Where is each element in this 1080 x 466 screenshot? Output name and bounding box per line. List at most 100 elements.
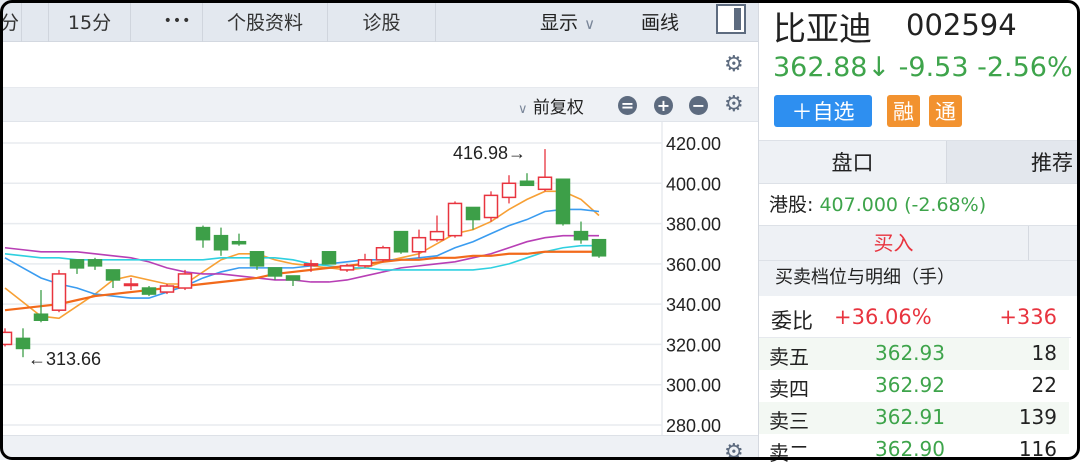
- candle-body: [339, 265, 355, 271]
- candle-body: [321, 251, 337, 265]
- quote-tabs: 盘口 推荐: [759, 140, 1080, 184]
- level-price: 362.90: [875, 437, 945, 461]
- y-tick-label: 300.00: [666, 376, 721, 396]
- chevron-down-icon: ∨: [584, 15, 596, 33]
- candle-body: [231, 240, 247, 245]
- stock-name: 比亚迪: [773, 9, 872, 48]
- orderbook-row[interactable]: 卖五 362.93 18: [759, 338, 1069, 370]
- candle-body: [87, 259, 103, 267]
- tab-orderbook[interactable]: 盘口: [759, 141, 947, 183]
- candle-body: [501, 182, 517, 199]
- panel-toggle-button[interactable]: [716, 4, 746, 34]
- level-volume: 18: [1031, 341, 1057, 365]
- candle-body: [447, 202, 463, 237]
- y-tick-label: 280.00: [666, 416, 721, 435]
- candlestick-chart[interactable]: 420.00 400.00 380.00 360.00 340.00 320.00 300.…: [0, 122, 758, 436]
- candle-body: [429, 230, 445, 241]
- chart-panel: 分 15分 ••• 个股资料 诊股 显示 ∨ 画线 ⚙ ∨ 前复权 = + − …: [0, 0, 758, 464]
- trade-row: 买入: [759, 225, 1080, 260]
- candle-body: [555, 178, 571, 225]
- low-annotation: ←313.66: [28, 349, 101, 369]
- display-dropdown[interactable]: 显示 ∨: [540, 8, 595, 35]
- hk-quote: 港股: 407.000 (-2.68%): [769, 190, 986, 217]
- zoom-in-icon[interactable]: +: [654, 96, 673, 115]
- tab-stock-profile[interactable]: 个股资料: [203, 0, 328, 42]
- y-tick-label: 340.00: [666, 295, 721, 315]
- y-tick-label: 320.00: [666, 335, 721, 355]
- candle-body: [15, 337, 31, 350]
- moving-average-line: [4, 250, 599, 312]
- zoom-out-icon[interactable]: −: [689, 96, 708, 115]
- gear-icon[interactable]: ⚙: [724, 92, 744, 117]
- orderbook-row[interactable]: 卖四 362.92 22: [759, 370, 1069, 402]
- chart-svg: 420.00 400.00 380.00 360.00 340.00 320.00 300.…: [0, 122, 721, 436]
- orderbook-row[interactable]: 卖二 362.90 116: [759, 434, 1069, 466]
- period-tabbar: 分 15分 ••• 个股资料 诊股 显示 ∨ 画线: [0, 0, 758, 42]
- tab-minute[interactable]: 分: [0, 0, 22, 42]
- more-tab[interactable]: •••: [153, 0, 203, 42]
- display-label: 显示: [540, 12, 579, 34]
- add-watchlist-button[interactable]: ＋自选: [774, 95, 872, 127]
- candle-body: [177, 273, 193, 289]
- level-price: 362.93: [875, 341, 945, 365]
- level-label: 卖三: [769, 409, 809, 433]
- equal-icon[interactable]: =: [618, 96, 637, 115]
- weibi-label: 委比: [771, 309, 813, 333]
- indicator-row: ⚙: [0, 42, 758, 88]
- price-change: 362.88↓ -9.53 -2.56%: [773, 52, 1073, 83]
- high-annotation: 416.98→: [453, 143, 526, 163]
- level-volume: 116: [1018, 437, 1057, 461]
- level-label: 卖四: [769, 377, 809, 401]
- stock-code: 002594: [906, 8, 1017, 42]
- level-volume: 22: [1031, 373, 1057, 397]
- orderbook-header: 买卖档位与明细（手）: [759, 260, 1080, 296]
- candle-body: [249, 251, 265, 267]
- candle-body: [375, 246, 391, 261]
- weibi-row: 委比 +36.06% +336: [759, 298, 1071, 338]
- orderbook-row[interactable]: 卖三 362.91 139: [759, 402, 1069, 434]
- candle-body: [123, 283, 139, 287]
- gear-icon[interactable]: ⚙: [724, 52, 744, 77]
- candle-body: [141, 287, 157, 295]
- gear-icon[interactable]: ⚙: [724, 440, 744, 465]
- candle-body: [195, 226, 211, 241]
- draw-button[interactable]: 画线: [641, 12, 680, 34]
- sell-button[interactable]: [1029, 226, 1080, 260]
- tab-15min[interactable]: 15分: [48, 0, 131, 42]
- level-label: 卖五: [769, 345, 809, 369]
- candle-body: [159, 285, 175, 293]
- candle-body: [357, 259, 373, 267]
- candle-body: [573, 230, 589, 241]
- level-price: 362.92: [875, 373, 945, 397]
- candle-body: [0, 331, 13, 346]
- candle-body: [411, 236, 427, 253]
- tab-recommend[interactable]: 推荐: [947, 141, 1080, 183]
- sidebar-icon: [734, 8, 741, 30]
- candle-body: [213, 234, 229, 251]
- candle-body: [105, 269, 121, 281]
- candle-body: [303, 263, 319, 267]
- connect-badge: 通: [929, 95, 962, 127]
- level-price: 362.91: [875, 405, 945, 429]
- adjust-label: 前复权: [532, 98, 584, 118]
- adjust-dropdown[interactable]: ∨ 前复权: [518, 93, 584, 118]
- hk-label: 港股:: [769, 194, 814, 216]
- buy-button[interactable]: 买入: [759, 226, 1029, 260]
- hk-value: 407.000 (-2.68%): [819, 194, 987, 216]
- y-tick-label: 420.00: [666, 134, 721, 154]
- weibi-pct: +36.06%: [834, 305, 932, 329]
- candle-body: [51, 273, 67, 311]
- candle-body: [465, 206, 481, 221]
- tab-diagnosis[interactable]: 诊股: [328, 0, 436, 42]
- chart-toolbar: ∨ 前复权 = + − ⚙: [0, 88, 758, 122]
- candle-body: [33, 313, 49, 322]
- chevron-down-icon: ∨: [518, 102, 528, 117]
- level-volume: 139: [1018, 405, 1057, 429]
- y-tick-label: 360.00: [666, 255, 721, 275]
- candle-body: [69, 259, 85, 269]
- candle-body: [267, 267, 283, 277]
- candle-body: [483, 194, 499, 219]
- candle-body: [591, 238, 607, 257]
- bottom-bar: ⚙: [0, 435, 758, 464]
- moving-average-line: [4, 244, 599, 271]
